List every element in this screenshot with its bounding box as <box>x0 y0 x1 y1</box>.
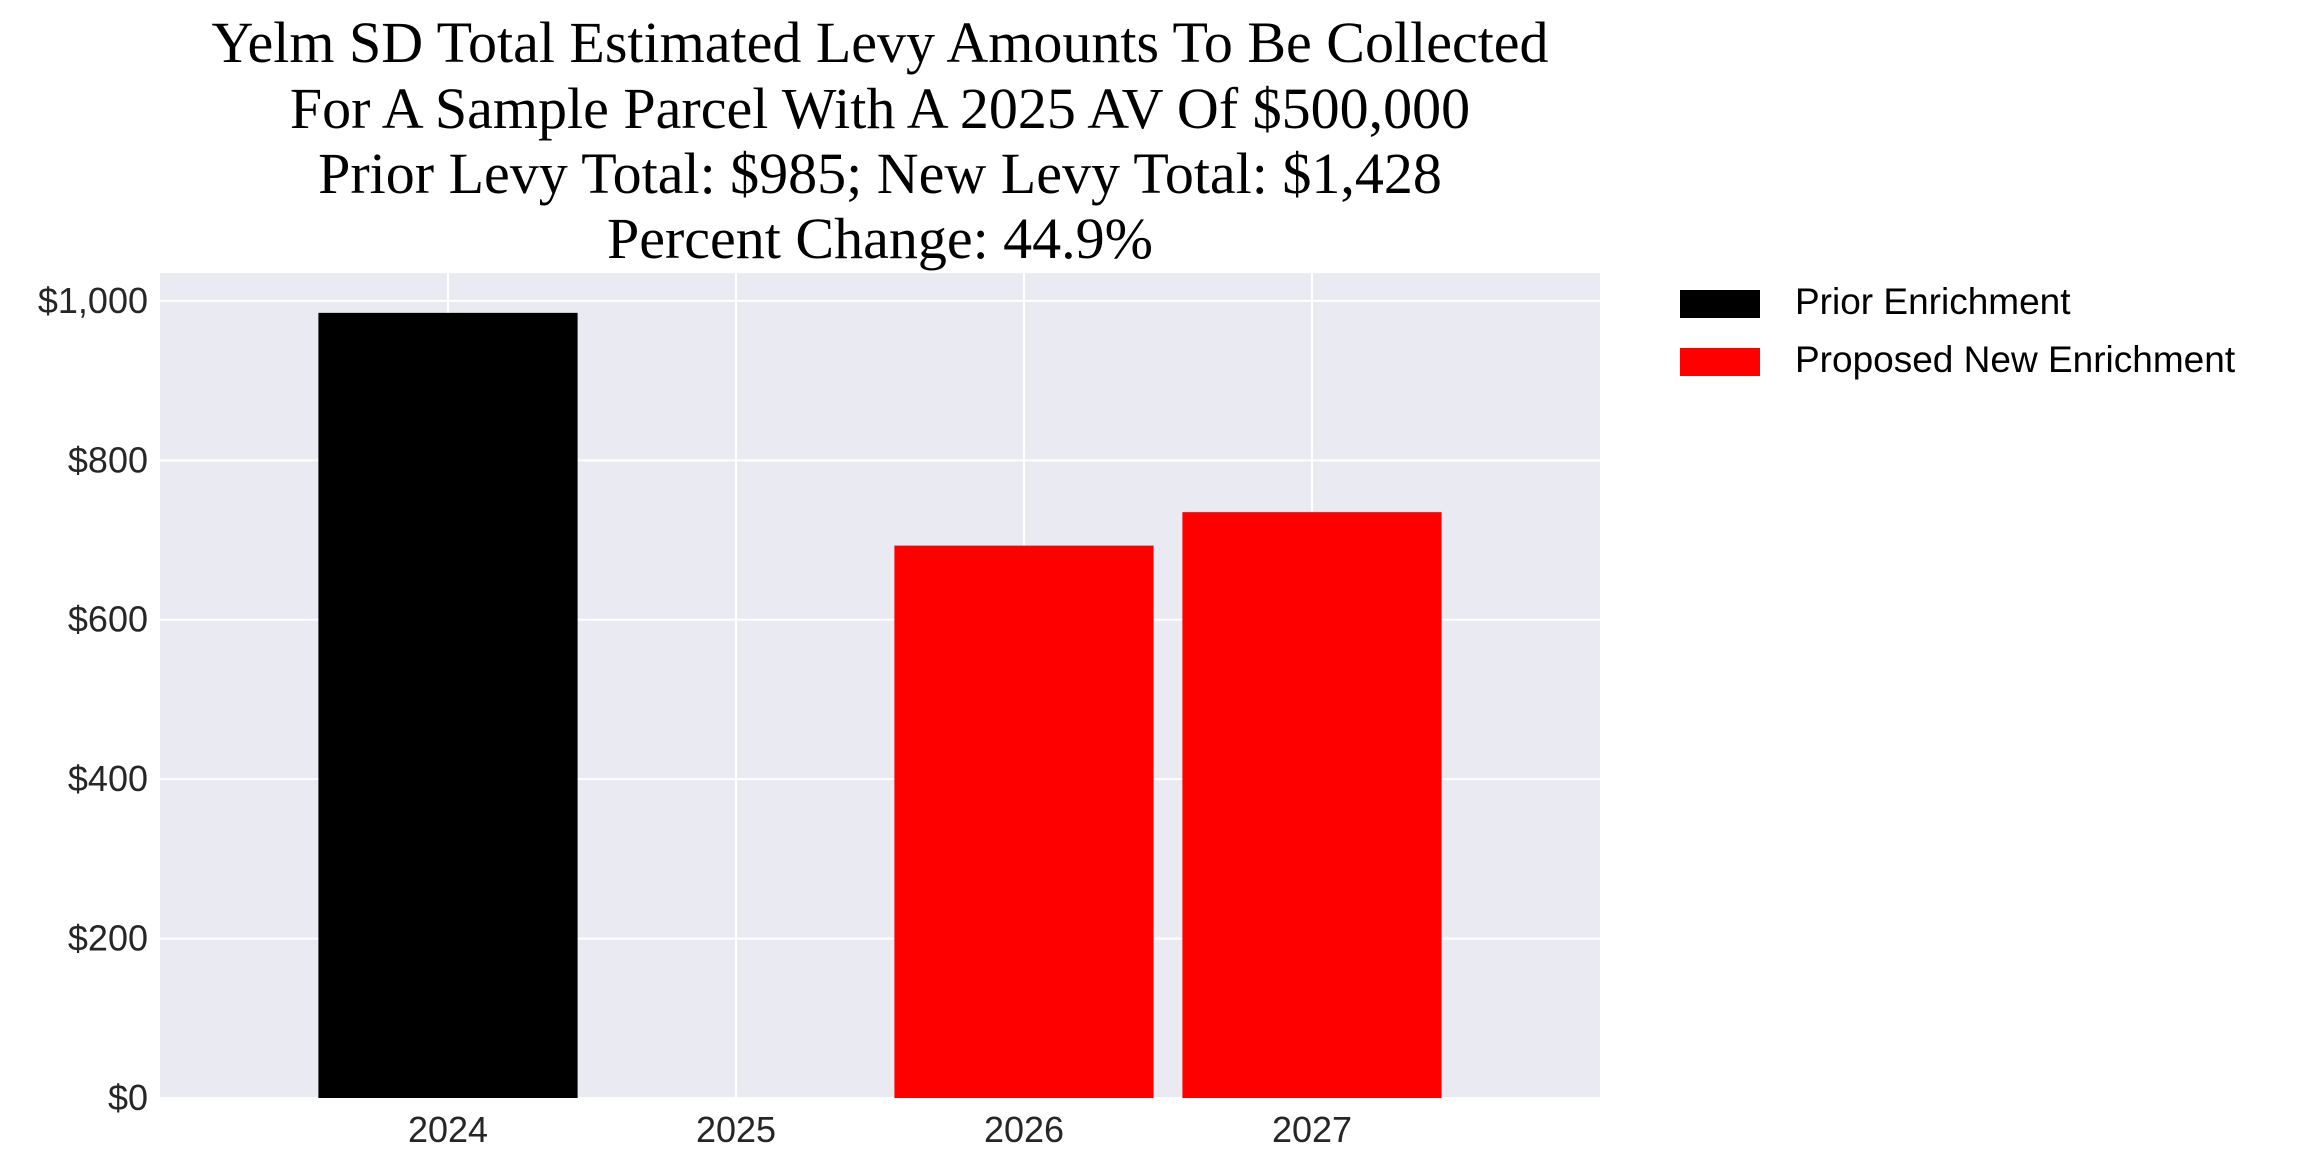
title-line-1: Yelm SD Total Estimated Levy Amounts To … <box>211 10 1548 75</box>
bar-2024 <box>318 312 578 1098</box>
legend-swatch <box>1680 348 1760 376</box>
bar-2026 <box>894 545 1154 1098</box>
y-tick-label: $400 <box>68 758 148 799</box>
title-line-2: For A Sample Parcel With A 2025 AV Of $5… <box>290 76 1470 141</box>
legend: Prior Enrichment Proposed New Enrichment <box>1680 281 2236 380</box>
y-tick-label: $800 <box>68 439 148 480</box>
y-tick-label: $1,000 <box>38 280 148 321</box>
x-axis-ticks: 2024 2025 2026 2027 <box>408 1109 1352 1150</box>
y-tick-label: $0 <box>108 1077 148 1118</box>
x-tick-label: 2027 <box>1272 1109 1352 1150</box>
bars <box>318 312 1442 1098</box>
x-tick-label: 2025 <box>696 1109 776 1150</box>
bar-2027 <box>1182 512 1442 1098</box>
y-tick-label: $200 <box>68 918 148 959</box>
title-line-4: Percent Change: 44.9% <box>607 206 1153 271</box>
x-tick-label: 2026 <box>984 1109 1064 1150</box>
x-tick-label: 2024 <box>408 1109 488 1150</box>
y-axis-ticks: $0 $200 $400 $600 $800 $1,000 <box>38 280 148 1118</box>
title-line-3: Prior Levy Total: $985; New Levy Total: … <box>318 141 1442 206</box>
legend-swatch <box>1680 290 1760 318</box>
chart-title: Yelm SD Total Estimated Levy Amounts To … <box>211 10 1548 271</box>
legend-label: Prior Enrichment <box>1795 281 2071 322</box>
legend-label: Proposed New Enrichment <box>1795 339 2236 380</box>
y-tick-label: $600 <box>68 599 148 640</box>
